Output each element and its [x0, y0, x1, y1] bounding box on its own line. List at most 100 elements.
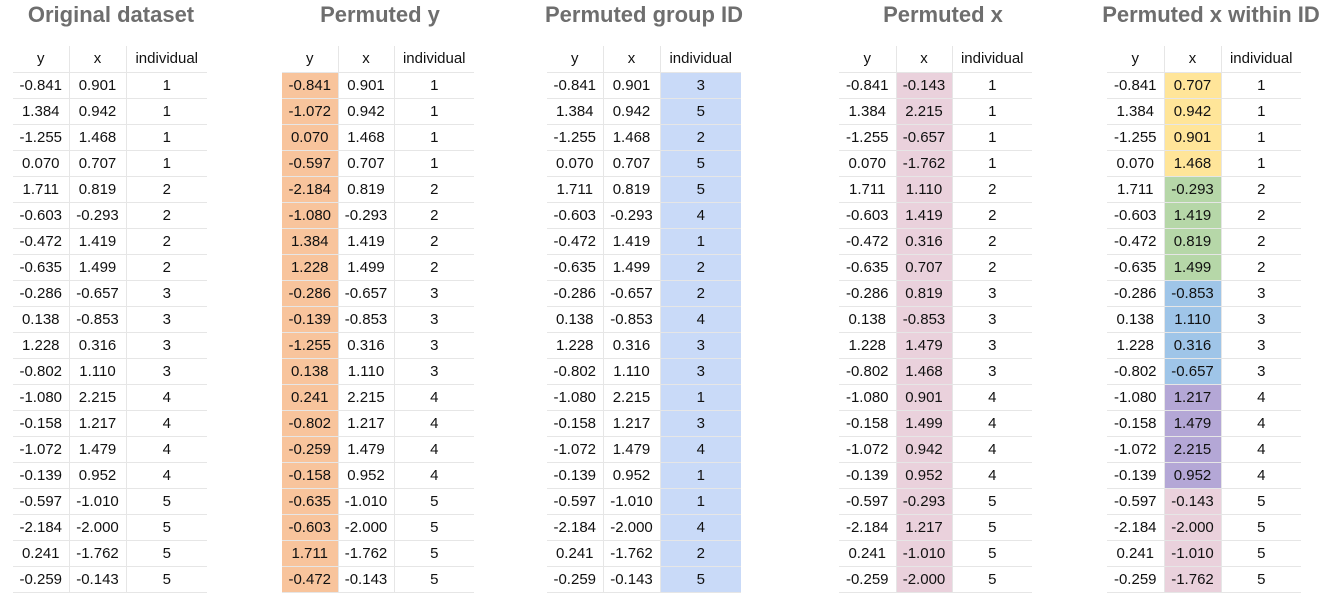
- table-cell: -0.853: [338, 306, 395, 333]
- table-row: -0.597 -0.293 5: [839, 488, 1032, 515]
- table-cell: 2: [394, 228, 474, 255]
- table-cell: 0.952: [338, 462, 395, 489]
- table-cell: -0.259: [13, 566, 70, 593]
- table-row: -1.080 2.215 1: [547, 384, 741, 411]
- table-cell: 3: [126, 358, 207, 385]
- table-row: -0.158 1.479 4: [1107, 410, 1301, 437]
- table-cell: 3: [952, 332, 1032, 359]
- table-row: -0.635 0.707 2: [839, 254, 1032, 281]
- table-row: 0.070 1.468 1: [282, 124, 474, 151]
- table-cell: 1.217: [69, 410, 127, 437]
- table-cell: -0.853: [1164, 280, 1222, 307]
- table-row: -0.635 1.499 2: [13, 254, 207, 281]
- table-row: 0.070 -1.762 1: [839, 150, 1032, 177]
- table-cell: 0.707: [338, 150, 395, 177]
- column-header: individual: [952, 46, 1032, 73]
- table-cell: 0.942: [603, 98, 661, 125]
- table-row: 1.384 0.942 5: [547, 98, 741, 125]
- table-cell: 0.942: [69, 98, 127, 125]
- table-cell: -1.010: [338, 488, 395, 515]
- table-cell: 2: [660, 254, 741, 281]
- table-cell: 4: [126, 462, 207, 489]
- column-header: x: [338, 46, 395, 73]
- table-cell: 3: [126, 280, 207, 307]
- table-cell: 3: [952, 306, 1032, 333]
- table-row: 0.070 1.468 1: [1107, 150, 1301, 177]
- table-cell: -0.293: [338, 202, 395, 229]
- table-cell: 2: [126, 176, 207, 203]
- table-cell: -0.657: [603, 280, 661, 307]
- table-row: -0.259 -0.143 5: [547, 566, 741, 593]
- table-cell: 3: [660, 358, 741, 385]
- table-row: -1.255 0.901 1: [1107, 124, 1301, 151]
- table-cell: 3: [660, 72, 741, 99]
- table-cell: 1: [394, 98, 474, 125]
- table-cell: 4: [394, 462, 474, 489]
- table-row: -0.259 -0.143 5: [13, 566, 207, 593]
- data-table: y x individual -0.841 -0.143 1 1.384 2.215 1 -1.2…: [839, 46, 1032, 593]
- table-row: -0.841 0.901 1: [13, 72, 207, 99]
- table-row: -1.072 2.215 4: [1107, 436, 1301, 463]
- table-cell: -0.143: [1164, 488, 1222, 515]
- table-cell: 1.499: [896, 410, 953, 437]
- table-cell: -1.072: [839, 436, 897, 463]
- table-cell: 2: [394, 202, 474, 229]
- table-row: -0.472 -0.143 5: [282, 566, 474, 593]
- table-row: -1.072 0.942 1: [282, 98, 474, 125]
- table-cell: 1.479: [1164, 410, 1222, 437]
- table-row: -2.184 -2.000 5: [13, 514, 207, 541]
- table-row: -0.635 1.499 2: [1107, 254, 1301, 281]
- table-row: 1.711 -1.762 5: [282, 540, 474, 567]
- table-cell: 4: [952, 436, 1032, 463]
- table-row: -0.802 1.468 3: [839, 358, 1032, 385]
- table-cell: 5: [126, 566, 207, 593]
- table-cell: 1: [126, 124, 207, 151]
- table-cell: 4: [1221, 462, 1301, 489]
- table-cell: -0.293: [1164, 176, 1222, 203]
- table-row: 1.384 0.942 1: [1107, 98, 1301, 125]
- table-row: -0.139 -0.853 3: [282, 306, 474, 333]
- table-cell: -0.603: [839, 202, 897, 229]
- table-cell: -2.000: [1164, 514, 1222, 541]
- table-cell: -1.080: [282, 202, 339, 229]
- table-row: 1.228 1.479 3: [839, 332, 1032, 359]
- table-cell: -0.143: [603, 566, 661, 593]
- table-cell: 2: [660, 124, 741, 151]
- table-cell: 5: [660, 150, 741, 177]
- table-cell: -0.158: [547, 410, 604, 437]
- table-row: -1.255 -0.657 1: [839, 124, 1032, 151]
- table-row: -0.597 -1.010 1: [547, 488, 741, 515]
- table-cell: -1.080: [547, 384, 604, 411]
- table-cell: 1.384: [282, 228, 339, 255]
- table-cell: 0.316: [338, 332, 395, 359]
- table-cell: 0.819: [338, 176, 395, 203]
- table-cell: 2: [1221, 176, 1301, 203]
- column-header: y: [839, 46, 897, 73]
- table-cell: -0.293: [603, 202, 661, 229]
- table-cell: -0.802: [282, 410, 339, 437]
- table-row: -0.259 1.479 4: [282, 436, 474, 463]
- table-cell: -1.255: [13, 124, 70, 151]
- table-cell: 5: [1221, 488, 1301, 515]
- table-cell: 0.707: [896, 254, 953, 281]
- table-cell: -2.184: [839, 514, 897, 541]
- table-row: -0.472 0.316 2: [839, 228, 1032, 255]
- table-cell: 0.070: [282, 124, 339, 151]
- table-cell: 0.707: [69, 150, 127, 177]
- table-cell: 0.952: [69, 462, 127, 489]
- table-row: -0.841 -0.143 1: [839, 72, 1032, 99]
- table-row: -0.802 -0.657 3: [1107, 358, 1301, 385]
- table-cell: 2: [1221, 254, 1301, 281]
- table-cell: 0.316: [69, 332, 127, 359]
- table-cell: -0.286: [839, 280, 897, 307]
- table-cell: 1: [952, 124, 1032, 151]
- table-cell: 0.070: [13, 150, 70, 177]
- table-cell: -0.158: [839, 410, 897, 437]
- table-cell: 1.384: [13, 98, 70, 125]
- table-cell: -0.158: [282, 462, 339, 489]
- table-cell: -1.762: [896, 150, 953, 177]
- table-row: 0.241 -1.010 5: [839, 540, 1032, 567]
- table-cell: -0.657: [69, 280, 127, 307]
- table-cell: 1.711: [282, 540, 339, 567]
- table-cell: 0.901: [603, 72, 661, 99]
